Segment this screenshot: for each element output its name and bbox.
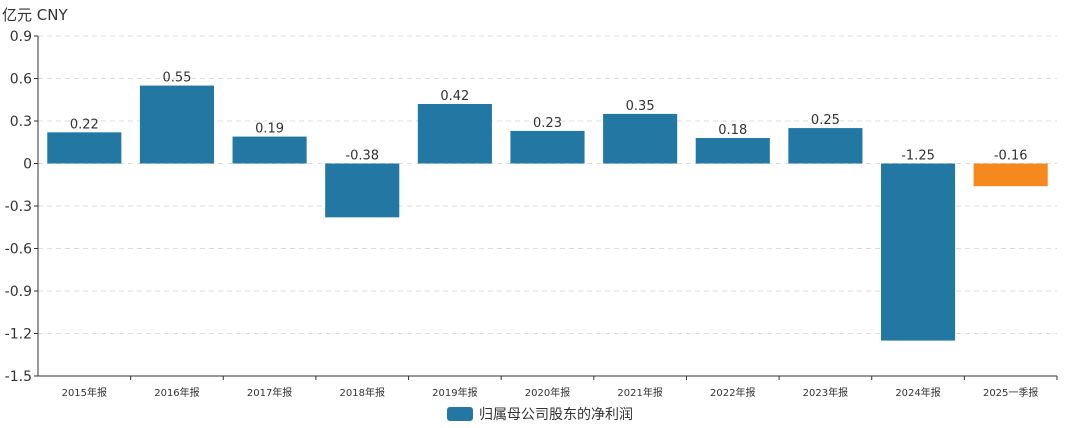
- y-tick-label: -1.2: [5, 327, 32, 343]
- data-label: 0.55: [162, 71, 191, 86]
- bar[interactable]: [510, 130, 585, 164]
- bar[interactable]: [232, 136, 307, 164]
- y-tick-label: 0.9: [10, 29, 32, 45]
- bar-chart: 0.9 0.6 0.3 0 -0.3 -0.6 -0.9 -1.2 -1.5 0.22 2015年报…: [5, 29, 1058, 399]
- y-tick-label: 0: [23, 157, 32, 173]
- x-tick-label: 2023年报: [803, 386, 848, 399]
- data-label: 0.35: [626, 99, 655, 114]
- x-tick-label: 2017年报: [247, 386, 292, 399]
- x-tick-label: 2025一季报: [983, 386, 1038, 399]
- data-label: 0.22: [70, 117, 99, 132]
- x-tick-label: 2018年报: [340, 386, 385, 399]
- x-tick-label: 2022年报: [710, 386, 755, 399]
- data-label: 0.23: [533, 116, 562, 131]
- data-label: 0.18: [718, 123, 747, 138]
- bar[interactable]: [695, 138, 770, 164]
- bar[interactable]: [139, 85, 215, 164]
- y-axis-unit-label: 亿元 CNY: [2, 6, 68, 24]
- y-tick-label: 0.6: [10, 72, 32, 88]
- bar[interactable]: [603, 113, 678, 164]
- y-tick-label: 0.3: [10, 114, 32, 130]
- legend[interactable]: 归属母公司股东的净利润: [0, 404, 1080, 425]
- data-label: 0.19: [255, 122, 284, 137]
- bar[interactable]: [973, 163, 1048, 187]
- bar[interactable]: [325, 163, 400, 218]
- x-tick-label: 2015年报: [62, 386, 107, 399]
- data-label: -0.38: [345, 149, 379, 164]
- y-tick-label: -0.3: [5, 199, 32, 215]
- x-tick-label: 2024年报: [895, 386, 940, 399]
- legend-label: 归属母公司股东的净利润: [479, 407, 633, 423]
- data-label: 0.25: [811, 113, 840, 128]
- data-label: -1.25: [901, 149, 935, 164]
- x-tick-label: 2019年报: [432, 386, 477, 399]
- data-label: -0.16: [994, 149, 1028, 164]
- y-tick-label: -0.6: [5, 242, 32, 258]
- legend-item[interactable]: 归属母公司股东的净利润: [447, 404, 633, 424]
- legend-swatch: [447, 407, 473, 421]
- x-tick-label: 2020年报: [525, 386, 570, 399]
- x-tick-label: 2021年报: [617, 386, 662, 399]
- data-label: 0.42: [440, 89, 469, 104]
- y-tick-label: -1.5: [5, 369, 32, 385]
- bar[interactable]: [788, 128, 863, 164]
- bar[interactable]: [880, 163, 956, 341]
- x-tick-label: 2016年报: [154, 386, 199, 399]
- bar[interactable]: [417, 104, 492, 164]
- y-tick-label: -0.9: [5, 284, 32, 300]
- bar[interactable]: [47, 132, 122, 164]
